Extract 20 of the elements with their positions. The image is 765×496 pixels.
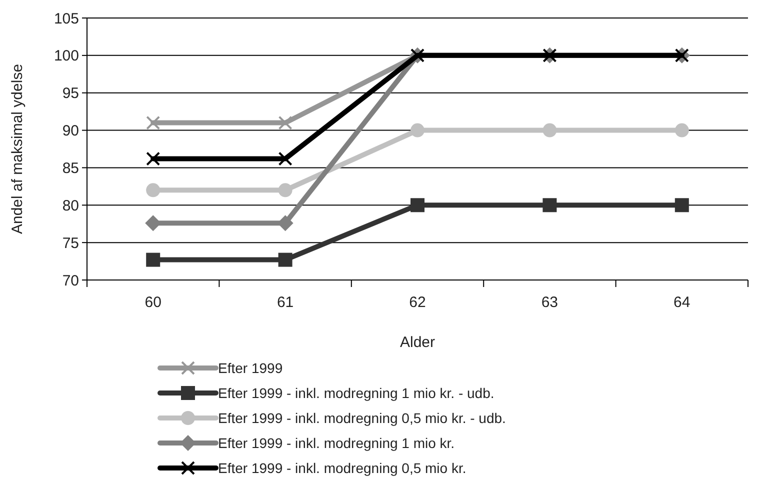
- y-axis-title: Andel af maksimal ydelse: [9, 64, 26, 234]
- y-tick-label: 80: [62, 197, 79, 214]
- legend-label: Efter 1999 - inkl. modregning 0,5 mio kr. - udb.: [218, 410, 506, 426]
- y-tick-label: 90: [62, 122, 79, 140]
- x-tick-label: 61: [276, 294, 294, 311]
- y-tick-label: 105: [54, 10, 79, 28]
- y-tick-label: 95: [62, 85, 79, 102]
- y-tick-label: 70: [62, 272, 79, 290]
- y-tick-label: 100: [54, 48, 79, 65]
- y-tick-label: 85: [62, 160, 79, 177]
- x-tick-label: 62: [409, 294, 426, 311]
- x-tick-label: 63: [541, 294, 558, 311]
- legend-label: Efter 1999 - inkl. modregning 0,5 mio kr.: [218, 460, 466, 476]
- legend-label: Efter 1999: [218, 360, 283, 376]
- x-tick-label: 60: [144, 294, 162, 311]
- y-tick-label: 75: [62, 234, 79, 252]
- x-tick-label: 64: [674, 294, 690, 311]
- legend-label: Efter 1999 - inkl. modregning 1 mio kr. - udb.: [218, 384, 494, 401]
- x-axis-title: Alder: [400, 334, 436, 351]
- legend-label: Efter 1999 - inkl. modregning 1 mio kr.: [218, 434, 455, 451]
